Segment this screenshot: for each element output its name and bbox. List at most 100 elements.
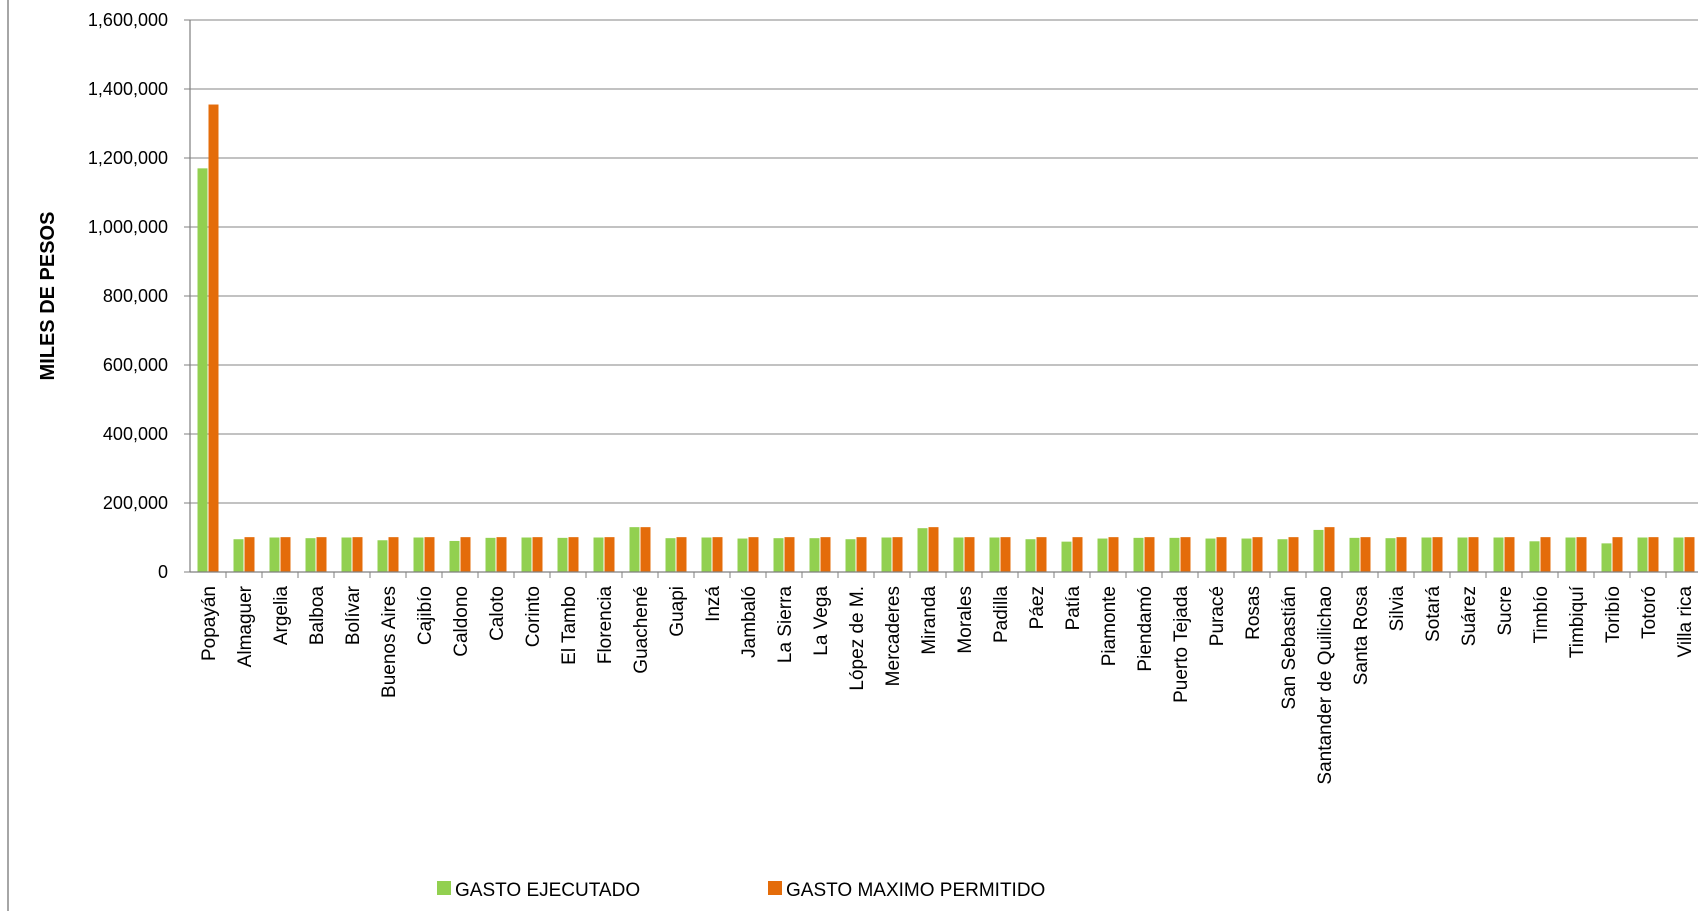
x-tick-label: Cajibío	[415, 586, 436, 645]
x-axis-ticks: Popayán Almaguer Argelia Balboa Bolívar Bueno…	[199, 572, 1696, 785]
legend: GASTO EJECUTADO GASTO MAXIMO PERMITIDO	[437, 880, 1045, 901]
bar-gasto-ejecutado	[1529, 541, 1540, 572]
x-tick-label: Morales	[955, 586, 976, 654]
x-tick-label: Balboa	[307, 586, 328, 646]
x-tick-label: Caloto	[487, 586, 508, 641]
bar-gasto-maximo-permitido	[1072, 537, 1083, 572]
bar-gasto-maximo-permitido	[388, 537, 399, 572]
bar-gasto-ejecutado	[1601, 543, 1612, 572]
bar-gasto-maximo-permitido	[1288, 537, 1299, 572]
bar-gasto-ejecutado	[1457, 537, 1468, 572]
bar-gasto-ejecutado	[1025, 539, 1036, 572]
bar-gasto-ejecutado	[1133, 537, 1144, 572]
bar-gasto-maximo-permitido	[856, 537, 867, 572]
x-tick-label: Silvia	[1387, 586, 1408, 632]
bar-gasto-maximo-permitido	[1540, 537, 1551, 572]
bar-gasto-ejecutado	[413, 537, 424, 572]
bar-gasto-maximo-permitido	[1612, 537, 1623, 572]
legend-swatch	[768, 881, 782, 895]
bar-gasto-ejecutado	[989, 537, 1000, 572]
x-tick-label: Páez	[1027, 586, 1048, 629]
x-tick-label: Buenos Aires	[379, 586, 400, 698]
bar-gasto-maximo-permitido	[532, 537, 543, 572]
x-tick-label: Santander de Quilichao	[1315, 586, 1336, 785]
x-tick-label: Florencia	[595, 586, 616, 665]
bar-gasto-maximo-permitido	[1648, 537, 1659, 572]
bar-gasto-ejecutado	[701, 537, 712, 572]
bars	[197, 104, 1695, 573]
bar-gasto-maximo-permitido	[316, 537, 327, 572]
bar-gasto-ejecutado	[1385, 538, 1396, 572]
bar-gasto-maximo-permitido	[1144, 537, 1155, 572]
x-tick-label: Puerto Tejada	[1171, 586, 1192, 703]
x-tick-label: El Tambo	[559, 586, 580, 665]
x-tick-label: Bolívar	[343, 585, 364, 645]
x-tick-label: Piendamó	[1135, 586, 1156, 672]
x-tick-label: La Vega	[811, 586, 832, 656]
y-tick-label: 1,400,000	[88, 79, 168, 99]
bar-gasto-maximo-permitido	[604, 537, 615, 572]
x-tick-label: Sotará	[1423, 586, 1444, 642]
x-tick-label: Rosas	[1243, 586, 1264, 640]
bar-gasto-maximo-permitido	[280, 537, 291, 572]
x-tick-label: Jambaló	[739, 586, 760, 658]
x-tick-label: San Sebastián	[1279, 586, 1300, 710]
bar-gasto-ejecutado	[845, 539, 856, 572]
bar-gasto-ejecutado	[449, 540, 460, 572]
bar-gasto-ejecutado	[1241, 538, 1252, 572]
x-tick-label: Sucre	[1495, 586, 1516, 636]
bar-gasto-maximo-permitido	[640, 527, 651, 572]
legend-swatch	[437, 881, 451, 895]
bar-gasto-ejecutado	[1421, 537, 1432, 572]
bar-gasto-maximo-permitido	[1324, 527, 1335, 572]
bar-gasto-ejecutado	[1205, 538, 1216, 572]
x-tick-label: Suárez	[1459, 586, 1480, 646]
bar-gasto-ejecutado	[1169, 537, 1180, 572]
y-tick-label: 400,000	[103, 424, 168, 444]
bar-gasto-maximo-permitido	[748, 537, 759, 572]
x-tick-label: Almaguer	[235, 585, 256, 667]
bar-gasto-ejecutado	[629, 527, 640, 572]
x-tick-label: Puracé	[1207, 586, 1228, 646]
bar-gasto-ejecutado	[1277, 539, 1288, 572]
bar-gasto-maximo-permitido	[1504, 537, 1515, 572]
x-tick-label: Mercaderes	[883, 586, 904, 686]
bar-gasto-ejecutado	[305, 538, 316, 572]
bar-gasto-maximo-permitido	[424, 537, 435, 572]
x-tick-label: Santa Rosa	[1351, 586, 1372, 686]
bar-gasto-ejecutado	[197, 168, 208, 572]
bar-gasto-ejecutado	[917, 528, 928, 572]
x-tick-label: Toribío	[1603, 586, 1624, 643]
bar-gasto-ejecutado	[521, 537, 532, 572]
bar-gasto-ejecutado	[1349, 537, 1360, 572]
legend-label: GASTO MAXIMO PERMITIDO	[786, 880, 1045, 901]
bar-gasto-maximo-permitido	[712, 537, 723, 572]
bar-gasto-ejecutado	[593, 537, 604, 572]
bar-gasto-maximo-permitido	[676, 537, 687, 572]
bar-gasto-ejecutado	[341, 537, 352, 572]
x-tick-label: Patía	[1063, 586, 1084, 631]
bar-gasto-maximo-permitido	[460, 537, 471, 572]
x-tick-label: Timbiquí	[1567, 585, 1588, 658]
gridlines	[190, 19, 1698, 504]
bar-gasto-ejecutado	[1493, 537, 1504, 572]
bar-gasto-maximo-permitido	[1360, 537, 1371, 572]
bar-gasto-ejecutado	[233, 539, 244, 572]
bar-gasto-ejecutado	[1637, 537, 1648, 572]
x-tick-label: Piamonte	[1099, 586, 1120, 666]
legend-label: GASTO EJECUTADO	[455, 880, 640, 901]
bar-gasto-ejecutado	[1673, 537, 1684, 572]
x-tick-label: Inzá	[703, 586, 724, 622]
y-axis-ticks: 0 200,000 400,000 600,000 800,000 1,000,000 1,…	[88, 10, 190, 582]
bar-gasto-ejecutado	[1313, 529, 1324, 572]
bar-gasto-ejecutado	[737, 538, 748, 572]
bar-gasto-maximo-permitido	[1180, 537, 1191, 572]
bar-gasto-maximo-permitido	[1576, 537, 1587, 572]
bar-gasto-maximo-permitido	[244, 537, 255, 572]
x-tick-label: Timbío	[1531, 586, 1552, 643]
y-tick-label: 0	[158, 562, 168, 582]
bar-gasto-maximo-permitido	[568, 537, 579, 572]
x-tick-label: Totoró	[1639, 586, 1660, 639]
bar-gasto-maximo-permitido	[892, 537, 903, 572]
